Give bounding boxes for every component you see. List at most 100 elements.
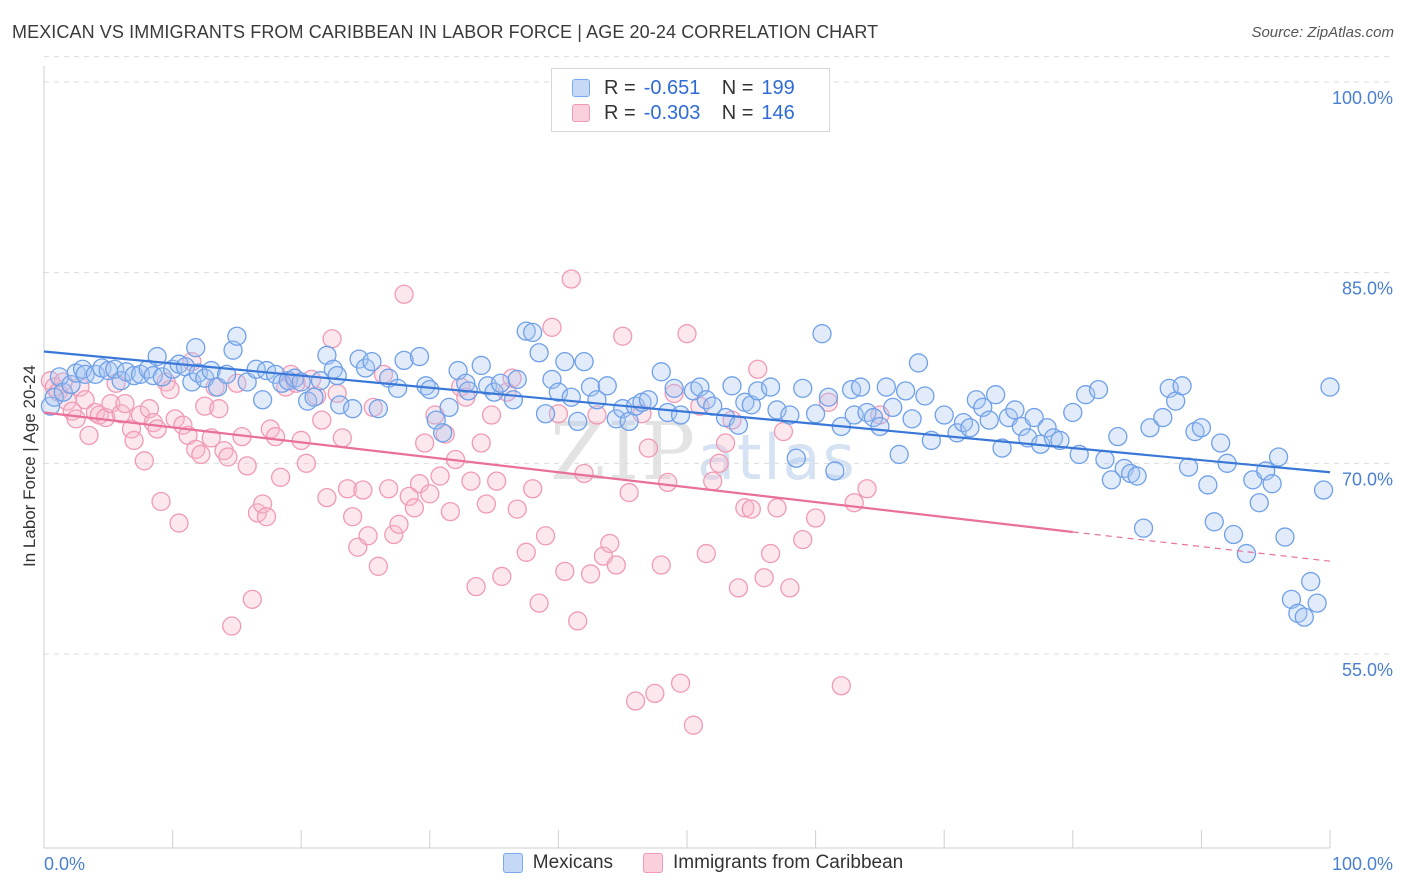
mexicans-point (186, 338, 206, 358)
mexicans-point (953, 413, 974, 433)
caribbean-point (332, 428, 353, 448)
caribbean-point (101, 393, 121, 414)
caribbean-point (793, 529, 813, 550)
caribbean-point (555, 561, 575, 582)
mexicans-point (439, 397, 459, 418)
series-caribbean-points (40, 269, 890, 735)
caribbean-point (404, 498, 425, 518)
mexicans-point (387, 378, 408, 398)
mexicans-point (456, 373, 476, 393)
mexicans-point (670, 405, 691, 425)
caribbean-point (481, 405, 502, 425)
caribbean-point (703, 471, 723, 491)
caribbean-point (568, 611, 588, 631)
caribbean-point (151, 491, 171, 512)
mexicans-point (561, 387, 581, 407)
mexicans-point (433, 423, 453, 443)
caribbean-point (600, 533, 620, 554)
caribbean-point (312, 410, 332, 430)
correlation-legend: R = -0.651 N = 199 R = -0.303 N = 146 (551, 68, 830, 132)
mexicans-point (870, 416, 890, 437)
caribbean-point (516, 542, 536, 562)
mexicans-point (44, 387, 64, 407)
mexicans-point (327, 365, 347, 386)
mexicans-point (490, 373, 511, 393)
mexicans-point (597, 376, 617, 396)
mexicans-point (75, 364, 95, 385)
mexicans-point (902, 409, 922, 429)
mexicans-point (1204, 512, 1224, 532)
caribbean-point (270, 467, 291, 487)
caribbean-point (121, 419, 142, 439)
mexicans-point (1249, 493, 1269, 513)
mexicans-point (728, 415, 749, 435)
mexicans-point (1191, 418, 1212, 438)
mexicans-point (291, 372, 311, 392)
y-axis-label: In Labor Force | Age 20-24 (20, 365, 39, 567)
mexicans-point (915, 386, 935, 406)
legend-n-value: 146 (761, 101, 795, 124)
mexicans-point (394, 350, 414, 371)
trend-line-mexicans (43, 350, 1331, 474)
x-tick-label: 0.0% (44, 854, 85, 874)
mexicans-point (409, 346, 430, 367)
mexicans-point (1101, 470, 1122, 490)
caribbean-point (222, 616, 242, 636)
caribbean-point (529, 593, 549, 613)
mexicans-point (1063, 402, 1083, 423)
mexicans-point (1313, 480, 1334, 500)
mexicans-point (503, 390, 524, 410)
mexicans-point (966, 390, 986, 410)
legend-r-label: R = (604, 101, 636, 124)
caribbean-point (252, 494, 273, 514)
mexicans-point (1281, 589, 1302, 609)
mexicans-point (61, 374, 81, 395)
caribbean-point (748, 359, 768, 379)
caribbean-point (696, 543, 716, 564)
legend-item-caribbean[interactable]: Immigrants from Caribbean (643, 852, 903, 874)
caribbean-point (507, 499, 527, 519)
mexicans-point (722, 376, 742, 396)
legend-r-value: -0.303 (643, 101, 701, 124)
caribbean-point (191, 444, 211, 465)
mexicans-point (1275, 527, 1295, 547)
caribbean-point (296, 453, 316, 473)
legend-swatch-caribbean (643, 853, 664, 873)
caribbean-point (651, 555, 671, 575)
mexicans-point (53, 382, 73, 402)
caribbean-point (476, 494, 497, 514)
mexicans-point (934, 405, 954, 425)
watermark-atlas: atlas (697, 421, 857, 494)
legend-swatch-caribbean (572, 104, 590, 122)
caribbean-point (322, 329, 342, 349)
caribbean-point (645, 683, 665, 704)
caribbean-point (741, 499, 761, 519)
caribbean-point (218, 447, 238, 467)
mexicans-point (1178, 457, 1199, 477)
caribbean-point (466, 576, 486, 597)
caribbean-point (291, 430, 311, 451)
caribbean-point (780, 578, 800, 598)
legend-item-mexicans[interactable]: Mexicans (502, 852, 614, 874)
mexicans-point (471, 355, 491, 376)
caribbean-point (66, 409, 86, 429)
mexicans-point (1133, 518, 1154, 538)
caribbean-point (715, 433, 736, 453)
legend-label-mexicans: Mexicans (532, 852, 614, 873)
mexicans-point (889, 444, 909, 465)
caribbean-point (728, 578, 749, 598)
mexicans-point (857, 402, 877, 423)
mexicans-point (651, 362, 671, 382)
caribbean-point (353, 480, 373, 500)
mexicans-point (1307, 593, 1327, 613)
tick-labels: 55.0% 70.0% 85.0% 100.0% 0.0% 100.0% (44, 88, 1393, 874)
mexicans-point (1223, 524, 1244, 545)
y-tick-label: 85.0% (1342, 279, 1393, 299)
y-tick-label: 70.0% (1342, 469, 1393, 489)
caribbean-point (857, 479, 877, 499)
mexicans-point (507, 369, 527, 390)
mexicans-point (1153, 407, 1173, 428)
mexicans-point (362, 351, 382, 372)
legend-n-value: 199 (761, 76, 795, 99)
caribbean-point (134, 451, 154, 471)
